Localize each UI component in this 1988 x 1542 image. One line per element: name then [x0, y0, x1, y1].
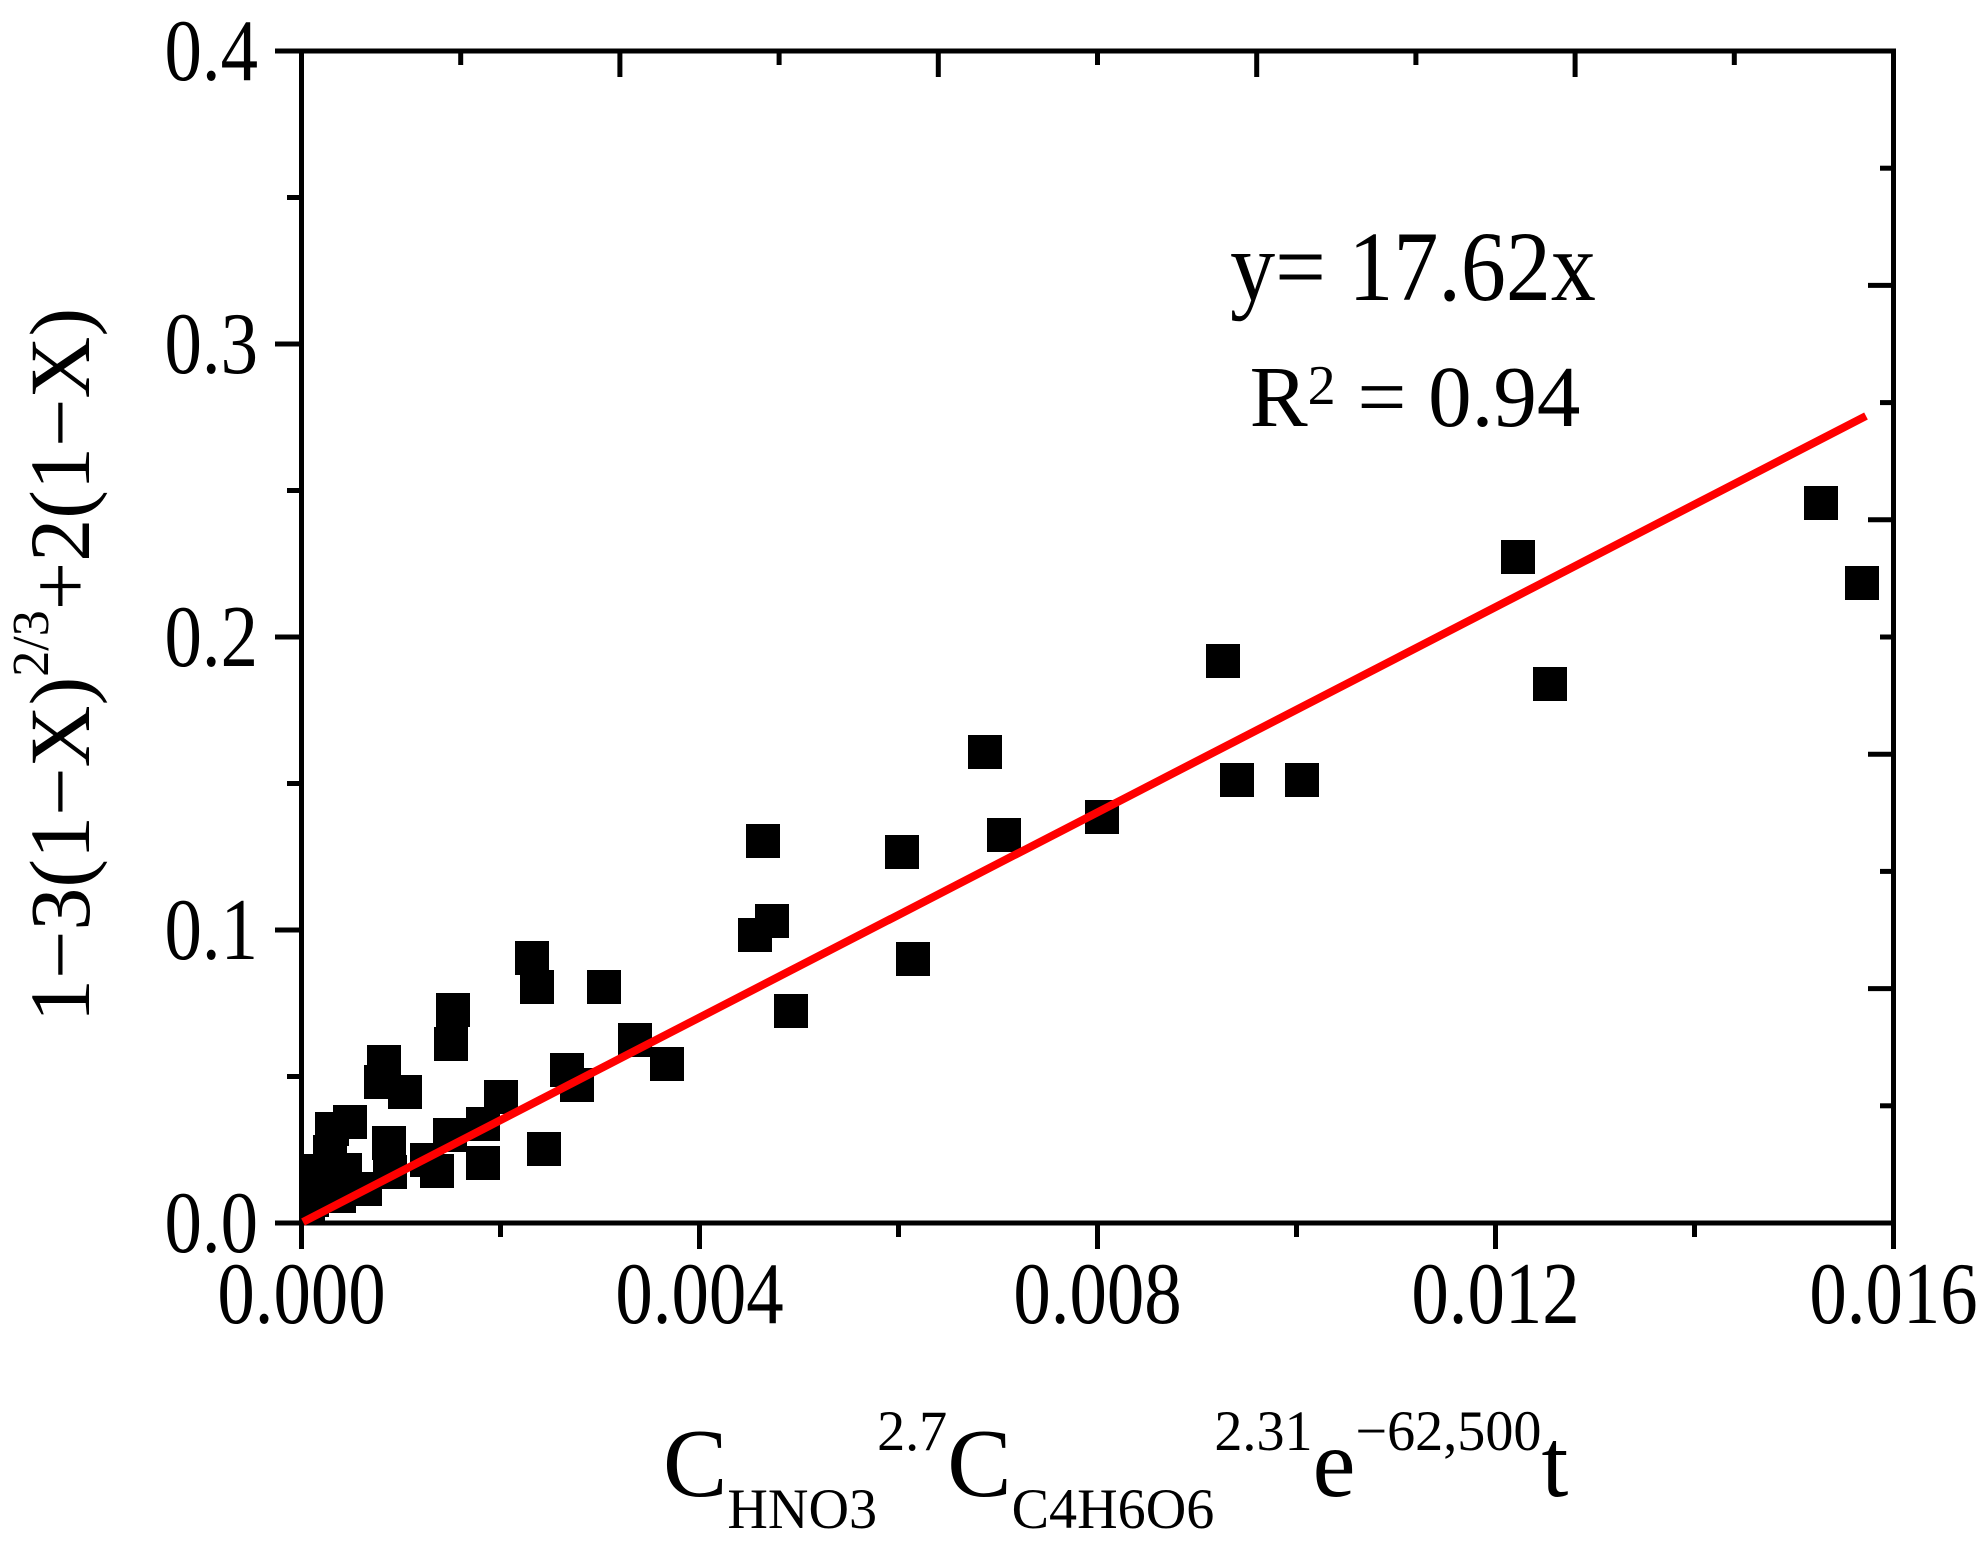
svg-text:0.2: 0.2	[165, 587, 258, 685]
svg-text:0.3: 0.3	[165, 294, 258, 392]
svg-text:0.012: 0.012	[1411, 1244, 1579, 1342]
svg-text:1−3(1−X)2/3+2(1−X): 1−3(1−X)2/3+2(1−X)	[3, 308, 108, 1022]
svg-text:0.1: 0.1	[165, 880, 258, 978]
svg-text:0.4: 0.4	[165, 1, 258, 99]
svg-text:0.004: 0.004	[615, 1244, 783, 1342]
svg-text:R2 = 0.94: R2 = 0.94	[1250, 348, 1581, 445]
svg-text:0.000: 0.000	[217, 1244, 385, 1342]
svg-text:y= 17.62x: y= 17.62x	[1230, 211, 1596, 322]
svg-text:CHNO32.7CC4H6O62.31e−62,500t: CHNO32.7CC4H6O62.31e−62,500t	[663, 1401, 1568, 1541]
svg-text:0.016: 0.016	[1809, 1244, 1977, 1342]
svg-text:0.008: 0.008	[1013, 1244, 1181, 1342]
svg-text:0.0: 0.0	[165, 1173, 258, 1271]
